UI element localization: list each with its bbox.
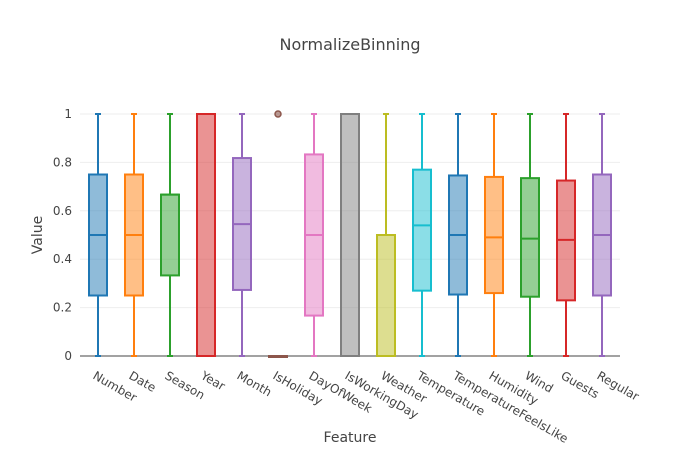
box-isholiday (268, 110, 288, 358)
outlier-point (274, 110, 282, 118)
box-number (88, 113, 108, 357)
box-season (160, 113, 180, 357)
x-tick-label: Regular (595, 368, 642, 403)
y-axis-label: Value (30, 216, 46, 254)
box-regular (592, 113, 612, 357)
box-guests (556, 113, 576, 357)
iqr-box (376, 234, 396, 357)
x-tick-label: Guests (559, 368, 602, 401)
y-tick-label: 0.8 (53, 155, 72, 169)
box-wind (520, 113, 540, 357)
iqr-box (160, 193, 180, 277)
y-tick-label: 1 (64, 107, 72, 121)
box-temperature (412, 113, 432, 357)
box-humidity (484, 113, 504, 357)
y-tick-labels: 0 0.2 0.4 0.6 0.8 1 (53, 107, 72, 363)
y-tick-label: 0.6 (53, 204, 72, 218)
boxes (88, 110, 612, 358)
box-date (124, 113, 144, 357)
y-tick-label: 0 (64, 349, 72, 363)
iqr-box (196, 113, 216, 357)
box-year (196, 113, 216, 357)
iqr-box (340, 113, 360, 357)
x-tick-label: Season (163, 368, 208, 402)
box-isworkingday (340, 113, 360, 357)
iqr-box (412, 168, 432, 292)
box-weather (376, 113, 396, 357)
box-temperaturefeelslike (448, 113, 468, 357)
x-tick-label: Month (235, 368, 275, 399)
iqr-box (484, 175, 504, 295)
chart-title: NormalizeBinning (279, 35, 420, 54)
y-tick-label: 0.2 (53, 301, 72, 315)
box-dayofweek (304, 113, 324, 357)
box-month (232, 113, 252, 357)
y-tick-label: 0.4 (53, 252, 72, 266)
x-axis-label: Feature (324, 430, 377, 446)
iqr-box (520, 177, 540, 298)
